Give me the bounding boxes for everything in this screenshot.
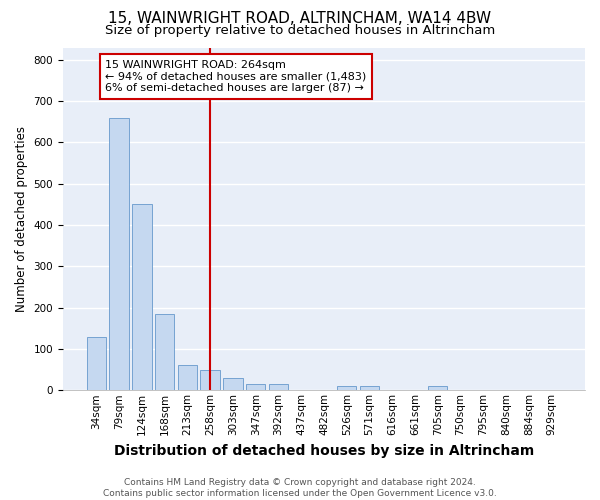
Text: 15 WAINWRIGHT ROAD: 264sqm
← 94% of detached houses are smaller (1,483)
6% of se: 15 WAINWRIGHT ROAD: 264sqm ← 94% of deta… [106, 60, 367, 93]
Bar [86, 336, 106, 390]
Bar [132, 204, 152, 390]
Text: 15, WAINWRIGHT ROAD, ALTRINCHAM, WA14 4BW: 15, WAINWRIGHT ROAD, ALTRINCHAM, WA14 4B… [109, 11, 491, 26]
X-axis label: Distribution of detached houses by size in Altrincham: Distribution of detached houses by size … [114, 444, 534, 458]
Bar [246, 384, 265, 390]
Bar [428, 386, 448, 390]
Bar [269, 384, 288, 390]
Text: Contains HM Land Registry data © Crown copyright and database right 2024.
Contai: Contains HM Land Registry data © Crown c… [103, 478, 497, 498]
Bar [178, 366, 197, 390]
Y-axis label: Number of detached properties: Number of detached properties [15, 126, 28, 312]
Bar [155, 314, 174, 390]
Bar [360, 386, 379, 390]
Bar [200, 370, 220, 390]
Bar [337, 386, 356, 390]
Text: Size of property relative to detached houses in Altrincham: Size of property relative to detached ho… [105, 24, 495, 37]
Bar [223, 378, 242, 390]
Bar [109, 118, 129, 390]
